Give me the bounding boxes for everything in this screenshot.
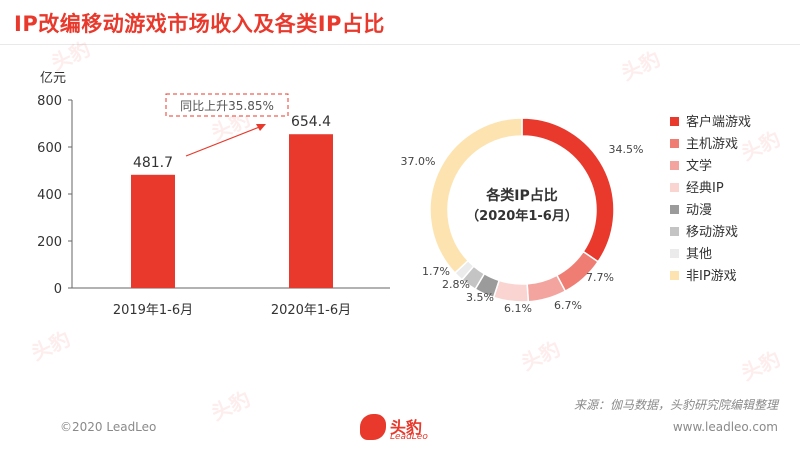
legend-label: 主机游戏 xyxy=(686,137,738,152)
bar xyxy=(289,134,333,288)
footer-copyright: ©2020 LeadLeo xyxy=(60,420,157,434)
donut-slice-label: 7.7% xyxy=(586,271,614,284)
y-tick-label: 0 xyxy=(54,282,62,297)
donut-center-subtitle: （2020年1-6月） xyxy=(466,208,578,224)
legend-label: 非IP游戏 xyxy=(686,269,737,284)
legend-swatch xyxy=(670,271,679,280)
legend-swatch xyxy=(670,139,679,148)
legend-swatch xyxy=(670,205,679,214)
bar xyxy=(131,174,175,288)
donut-slice-label: 6.1% xyxy=(504,302,532,315)
x-tick-label: 2019年1-6月 xyxy=(113,303,193,318)
legend-swatch xyxy=(670,117,679,126)
legend-swatch xyxy=(670,227,679,236)
y-tick-label: 600 xyxy=(37,141,62,156)
donut-chart: 34.5% 7.7% 6.7% 6.1% 3.5%2.8%1.7% 37.0% 各类IP占… xyxy=(401,117,644,315)
legend-swatch xyxy=(670,183,679,192)
y-tick-label: 400 xyxy=(37,188,62,203)
donut-center-title: 各类IP占比 xyxy=(485,187,557,204)
brand-logo: 头豹 LeadLeo xyxy=(360,412,440,446)
bar-series: 481.7 654.4 xyxy=(131,114,333,288)
logo-text: 头豹 xyxy=(390,418,423,437)
legend-label: 经典IP xyxy=(686,181,724,196)
y-axis-unit-label: 亿元 xyxy=(40,71,66,86)
donut-slices xyxy=(429,117,615,303)
donut-slice-labels: 34.5% 7.7% 6.7% 6.1% 3.5%2.8%1.7% 37.0% xyxy=(401,143,644,315)
legend-swatch xyxy=(670,249,679,258)
legend-label: 其他 xyxy=(686,247,712,262)
legend-label: 文学 xyxy=(686,158,712,174)
x-tick-label: 2020年1-6月 xyxy=(271,303,351,318)
donut-slice-label: 2.8% xyxy=(442,278,470,291)
donut-slice-label: 6.7% xyxy=(554,299,582,312)
annotation-arrowhead xyxy=(256,124,266,131)
logo-subtext: LeadLeo xyxy=(390,432,428,442)
page-title: IP改编移动游戏市场收入及各类IP占比 xyxy=(14,12,385,36)
bar-value-label: 481.7 xyxy=(133,155,173,171)
leopard-logo-icon xyxy=(360,414,386,440)
title-divider xyxy=(0,44,800,45)
annotation-box xyxy=(165,93,289,117)
bar-value-label: 654.4 xyxy=(291,114,331,130)
y-tick-label: 800 xyxy=(37,94,62,109)
source-note: 来源：伽马数据，头豹研究院编辑整理 xyxy=(573,398,778,412)
legend-label: 客户端游戏 xyxy=(686,114,751,130)
legend-label: 移动游戏 xyxy=(686,225,738,240)
legend-swatch xyxy=(670,161,679,170)
annotation-text: 同比上升35.85% xyxy=(180,99,274,113)
donut-slice-label: 3.5% xyxy=(466,291,494,304)
bar-chart: 亿元 0 200 400 600 800 481.7 654.4 2019年1-6月 202… xyxy=(37,71,390,318)
legend-label: 动漫 xyxy=(686,203,712,218)
x-axis-labels: 2019年1-6月 2020年1-6月 xyxy=(113,303,351,318)
footer-website: www.leadleo.com xyxy=(672,420,778,434)
donut-slice-label: 37.0% xyxy=(401,155,436,168)
donut-slice-label: 1.7% xyxy=(422,265,450,278)
donut-slice xyxy=(526,274,567,303)
y-tick-label: 200 xyxy=(37,235,62,250)
y-axis-ticks: 0 200 400 600 800 xyxy=(37,94,72,297)
annotation-arrow xyxy=(185,125,263,157)
donut-slice-label: 34.5% xyxy=(609,143,644,156)
donut-slice xyxy=(429,117,523,275)
